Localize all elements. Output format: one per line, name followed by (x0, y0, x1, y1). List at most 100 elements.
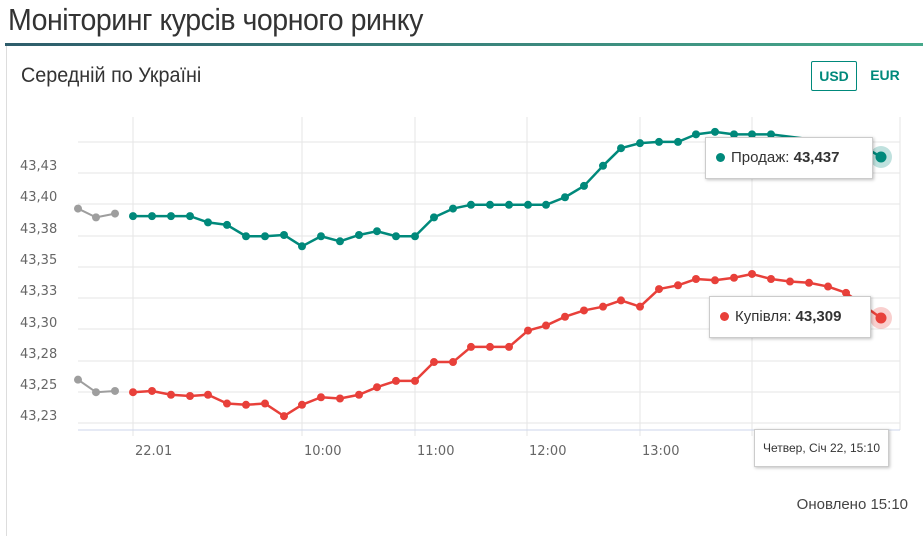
data-point[interactable] (730, 130, 738, 139)
data-point[interactable] (317, 232, 325, 241)
data-point[interactable] (524, 326, 532, 335)
time-tooltip: Четвер, Січ 22, 15:10 (754, 429, 889, 467)
data-point[interactable] (711, 127, 719, 136)
data-point[interactable] (748, 130, 756, 139)
data-point[interactable] (129, 388, 137, 397)
data-point[interactable] (92, 213, 100, 222)
data-point[interactable] (280, 230, 288, 239)
data-point[interactable] (824, 282, 832, 291)
data-point[interactable] (617, 144, 625, 153)
data-point[interactable] (167, 212, 175, 221)
data-point[interactable] (74, 375, 82, 384)
sell-dot-icon (716, 152, 725, 162)
data-point[interactable] (373, 383, 381, 392)
data-point[interactable] (204, 218, 212, 227)
data-point[interactable] (875, 151, 887, 163)
data-point[interactable] (204, 390, 212, 399)
card-title: Середній по Україні (21, 64, 202, 87)
data-point[interactable] (186, 391, 194, 400)
buy-value: 43,309 (795, 308, 842, 325)
data-point[interactable] (223, 399, 231, 408)
data-point[interactable] (767, 275, 775, 284)
data-point[interactable] (636, 302, 644, 311)
data-point[interactable] (875, 312, 887, 324)
data-point[interactable] (148, 386, 156, 395)
data-point[interactable] (467, 200, 475, 209)
data-point[interactable] (674, 281, 682, 290)
data-point[interactable] (542, 200, 550, 209)
data-point[interactable] (467, 342, 475, 351)
data-point[interactable] (74, 204, 82, 213)
data-point[interactable] (111, 209, 119, 218)
data-point[interactable] (786, 277, 794, 286)
data-point[interactable] (167, 390, 175, 399)
data-point[interactable] (486, 342, 494, 351)
data-point[interactable] (261, 232, 269, 241)
data-point[interactable] (148, 212, 156, 221)
data-point[interactable] (711, 276, 719, 285)
x-axis-labels: 22.01 10:00 11:00 12:00 13:00 (135, 444, 679, 459)
data-point[interactable] (336, 394, 344, 403)
data-point[interactable] (298, 400, 306, 409)
data-point[interactable] (430, 213, 438, 222)
data-point[interactable] (692, 275, 700, 284)
data-point[interactable] (317, 393, 325, 402)
data-point[interactable] (842, 288, 850, 297)
y-axis-labels: 43,43 43,40 43,38 43,35 43,33 43,30 43,28 43,25… (20, 159, 57, 424)
data-point[interactable] (636, 139, 644, 148)
sell-value: 43,437 (793, 149, 840, 166)
page-title: Моніторинг курсів чорного ринку (8, 2, 423, 37)
eur-button[interactable]: EUR (870, 67, 900, 83)
data-point[interactable] (767, 130, 775, 139)
data-point[interactable] (411, 376, 419, 385)
data-point[interactable] (92, 388, 100, 397)
data-point[interactable] (617, 296, 625, 305)
data-point[interactable] (129, 212, 137, 221)
y-tick-label: 43,33 (20, 284, 57, 299)
data-point[interactable] (655, 137, 663, 146)
data-point[interactable] (298, 242, 306, 251)
data-point[interactable] (392, 376, 400, 385)
data-point[interactable] (223, 220, 231, 229)
x-tick-label: 13:00 (642, 444, 679, 459)
data-point[interactable] (355, 230, 363, 239)
data-point[interactable] (355, 390, 363, 399)
data-point[interactable] (748, 269, 756, 278)
data-point[interactable] (111, 386, 119, 395)
data-point[interactable] (486, 200, 494, 209)
data-point[interactable] (692, 130, 700, 139)
data-point[interactable] (505, 200, 513, 209)
data-point[interactable] (674, 137, 682, 146)
data-point[interactable] (655, 285, 663, 294)
data-point[interactable] (561, 312, 569, 321)
sell-label: Продаж: (731, 149, 790, 166)
data-point[interactable] (186, 212, 194, 221)
data-point[interactable] (411, 232, 419, 241)
updated-time: Оновлено 15:10 (796, 496, 908, 513)
data-point[interactable] (580, 306, 588, 315)
data-point[interactable] (805, 278, 813, 287)
data-point[interactable] (599, 161, 607, 170)
data-point[interactable] (449, 204, 457, 213)
data-point[interactable] (449, 358, 457, 367)
data-point[interactable] (261, 399, 269, 408)
x-tick-label: 10:00 (304, 444, 341, 459)
data-point[interactable] (373, 227, 381, 236)
data-point[interactable] (580, 181, 588, 190)
data-point[interactable] (392, 232, 400, 241)
usd-button[interactable]: USD (811, 61, 857, 91)
y-tick-label: 43,43 (20, 159, 57, 174)
data-point[interactable] (242, 232, 250, 241)
data-point[interactable] (599, 302, 607, 311)
data-point[interactable] (542, 321, 550, 330)
data-point[interactable] (524, 200, 532, 209)
data-point[interactable] (336, 237, 344, 246)
data-point[interactable] (242, 400, 250, 409)
data-point[interactable] (561, 193, 569, 202)
x-tick-label: 22.01 (135, 444, 172, 459)
data-point[interactable] (730, 273, 738, 282)
data-point[interactable] (505, 342, 513, 351)
data-point[interactable] (430, 358, 438, 367)
data-point[interactable] (280, 412, 288, 421)
